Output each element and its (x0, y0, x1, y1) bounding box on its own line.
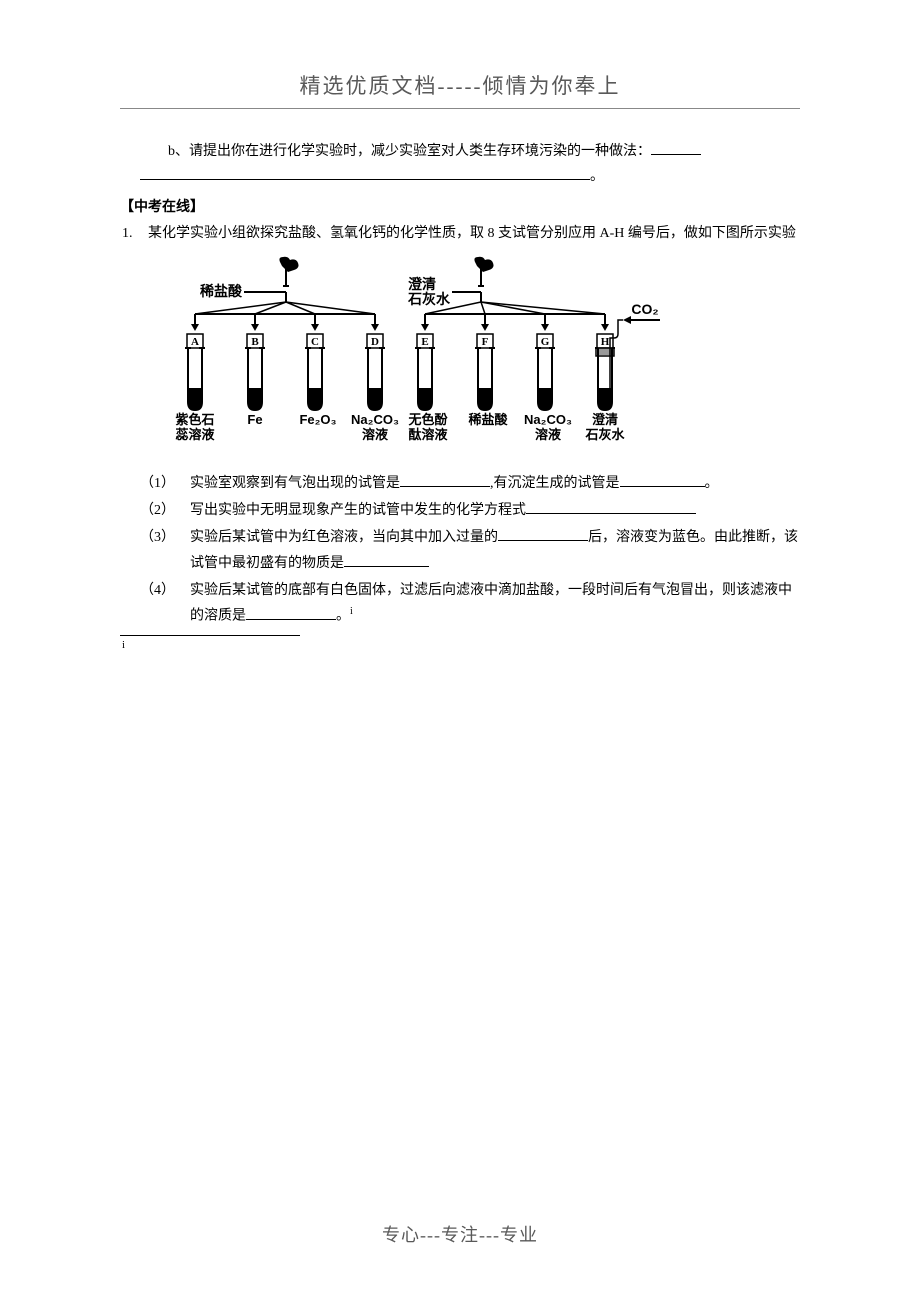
section-title: 【中考在线】 (120, 195, 800, 220)
sub-3-text: 实验后某试管中为红色溶液，当向其中加入过量的后，溶液变为蓝色。由此推断，该试管中… (190, 525, 800, 575)
sub-4-p2: 。 (336, 609, 350, 624)
tube-a-label: A (191, 336, 199, 348)
page-footer: 专心---专注---专业 (0, 1221, 920, 1247)
item-b-prefix: b、请提出你在进行化学实验时，减少实验室对人类生存环境污染的一种做法： (168, 144, 651, 159)
tube-c-label: C (311, 336, 319, 348)
blank-fill (400, 486, 490, 487)
sub-1-p3: 。 (705, 476, 719, 491)
label-h-1: 澄清 (592, 412, 618, 427)
blank-fill (651, 154, 701, 155)
item-b-text: b、请提出你在进行化学实验时，减少实验室对人类生存环境污染的一种做法： (120, 139, 800, 164)
tube-h-label: H (601, 336, 610, 348)
test-tubes: A B C (185, 320, 623, 410)
sub-4-text: 实验后某试管的底部有白色固体，过滤后向滤液中滴加盐酸，一段时间后有气泡冒出，则该… (190, 578, 800, 629)
dropper-right-icon (474, 257, 493, 286)
label-a-2: 蕊溶液 (175, 427, 214, 442)
blank-fill-long (140, 166, 590, 180)
label-d-2: 溶液 (362, 427, 388, 442)
experiment-diagram: 稀盐酸 澄清 石灰水 (170, 254, 670, 463)
sub-question-4: （4） 实验后某试管的底部有白色固体，过滤后向滤液中滴加盐酸，一段时间后有气泡冒… (120, 578, 800, 629)
sub-question-3: （3） 实验后某试管中为红色溶液，当向其中加入过量的后，溶液变为蓝色。由此推断，… (120, 525, 800, 575)
reagent-left-label: 稀盐酸 (200, 283, 243, 299)
sub-2-number: （2） (140, 498, 190, 523)
footnote-ref: i (350, 606, 353, 617)
label-g-2: 溶液 (535, 427, 561, 442)
document-content: b、请提出你在进行化学实验时，减少实验室对人类生存环境污染的一种做法： 。 【中… (120, 139, 800, 656)
footnote-marker: i (120, 636, 800, 656)
blank-fill (246, 619, 336, 620)
sub-2-text: 写出实验中无明显现象产生的试管中发生的化学方程式 (190, 498, 800, 523)
sub-question-2: （2） 写出实验中无明显现象产生的试管中发生的化学方程式 (120, 498, 800, 523)
tube-g-label: G (541, 336, 550, 348)
sub-4-p1: 实验后某试管的底部有白色固体，过滤后向滤液中滴加盐酸，一段时间后有气泡冒出，则该… (190, 583, 792, 624)
blank-fill (526, 513, 696, 514)
sub-3-number: （3） (140, 525, 190, 575)
tube-b-label: B (251, 336, 259, 348)
sub-1-p1: 实验室观察到有气泡出现的试管是 (190, 476, 400, 491)
item-b-continuation: 。 (120, 164, 800, 189)
question-1-number: 1. (120, 221, 148, 246)
item-b-period: 。 (590, 169, 604, 184)
co2-label: CO₂ (631, 301, 658, 317)
label-a-1: 紫色石 (175, 412, 214, 427)
label-b-1: Fe (247, 412, 262, 427)
blank-fill (620, 486, 705, 487)
label-e-2: 酞溶液 (408, 427, 447, 442)
tube-d-label: D (371, 336, 379, 348)
sub-1-text: 实验室观察到有气泡出现的试管是 ,有沉淀生成的试管是 。 (190, 471, 800, 496)
label-c-1: Fe₂O₃ (299, 412, 336, 427)
sub-4-number: （4） (140, 578, 190, 629)
sub-3-p1: 实验后某试管中为红色溶液，当向其中加入过量的 (190, 530, 498, 545)
label-g-1: Na₂CO₃ (524, 412, 572, 427)
reagent-right-label-2: 石灰水 (407, 291, 451, 307)
reagent-right-label-1: 澄清 (408, 276, 436, 292)
label-d-1: Na₂CO₃ (351, 412, 399, 427)
label-f-1: 稀盐酸 (468, 412, 508, 427)
page-header: 精选优质文档-----倾情为你奉上 (120, 70, 800, 109)
label-h-2: 石灰水 (584, 427, 625, 442)
sub-1-p2: ,有沉淀生成的试管是 (490, 476, 620, 491)
sub-1-number: （1） (140, 471, 190, 496)
sub-question-1: （1） 实验室观察到有气泡出现的试管是 ,有沉淀生成的试管是 。 (120, 471, 800, 496)
tube-e-label: E (421, 336, 428, 348)
label-e-1: 无色酚 (407, 412, 448, 427)
question-1-text: 某化学实验小组欲探究盐酸、氢氧化钙的化学性质，取 8 支试管分别应用 A-H 编… (148, 221, 800, 246)
blank-fill (498, 540, 588, 541)
sub-2-p1: 写出实验中无明显现象产生的试管中发生的化学方程式 (190, 503, 526, 518)
tube-f-label: F (482, 336, 489, 348)
dropper-left-icon (279, 257, 298, 286)
blank-fill (344, 566, 429, 567)
question-1: 1. 某化学实验小组欲探究盐酸、氢氧化钙的化学性质，取 8 支试管分别应用 A-… (120, 221, 800, 246)
